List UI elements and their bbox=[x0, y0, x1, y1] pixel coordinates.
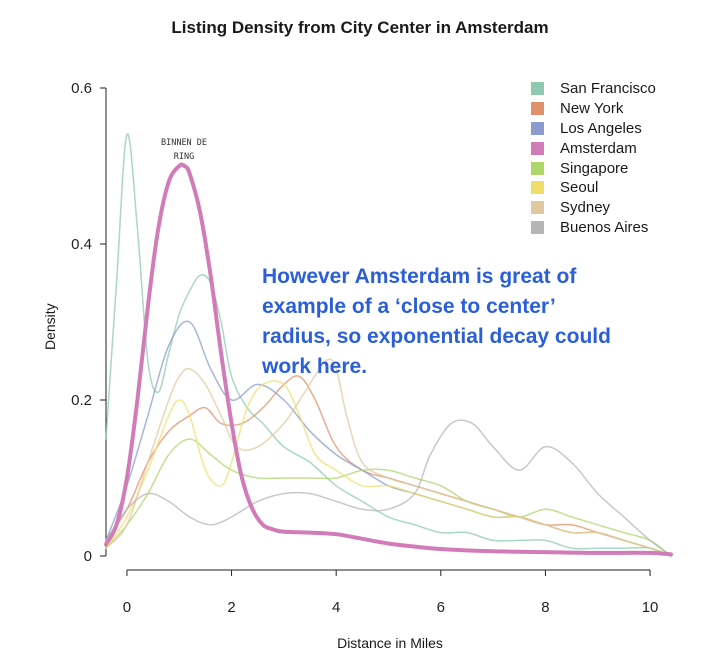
annotation-text: However Amsterdam is great of example of… bbox=[262, 265, 611, 378]
legend-label: Amsterdam bbox=[560, 139, 637, 157]
y-tick-label: 0.2 bbox=[71, 392, 92, 409]
legend-item-amsterdam: Amsterdam bbox=[531, 138, 656, 158]
legend: San Francisco New York Los Angeles Amsterda… bbox=[531, 79, 656, 237]
legend-label: Buenos Aires bbox=[560, 218, 649, 236]
chart-title: Listing Density from City Center in Amst… bbox=[171, 18, 549, 37]
x-tick-label: 4 bbox=[332, 599, 340, 616]
x-tick-label: 2 bbox=[227, 599, 235, 616]
legend-label: Los Angeles bbox=[560, 119, 642, 137]
legend-item-seoul: Seoul bbox=[531, 178, 656, 198]
legend-item-singapore: Singapore bbox=[531, 158, 656, 178]
y-tick-label: 0 bbox=[84, 548, 92, 565]
peak-annotation: BINNEN DE RING bbox=[160, 138, 208, 162]
series-lines bbox=[104, 133, 673, 557]
legend-swatch bbox=[531, 181, 544, 195]
y-tick-label: 0.6 bbox=[71, 80, 92, 97]
legend-item-new-york: New York bbox=[531, 99, 656, 119]
x-tick-label: 8 bbox=[541, 599, 549, 616]
legend-swatch bbox=[531, 141, 544, 155]
y-axis-label: Density bbox=[42, 303, 58, 350]
series-line-sydney bbox=[105, 358, 672, 557]
legend-swatch bbox=[531, 161, 544, 175]
legend-swatch bbox=[531, 82, 544, 96]
x-tick-label: 6 bbox=[437, 599, 445, 616]
legend-swatch bbox=[531, 201, 544, 215]
series-line-new-york bbox=[105, 375, 672, 557]
legend-swatch bbox=[531, 220, 544, 234]
axes: 0 0.2 0.4 0.6 0 2 4 6 8 10 bbox=[71, 80, 658, 616]
series-line-singapore bbox=[105, 438, 672, 557]
legend-item-san-francisco: San Francisco bbox=[531, 79, 656, 99]
legend-item-sydney: Sydney bbox=[531, 198, 656, 218]
series-line-amsterdam bbox=[104, 162, 673, 557]
x-axis-label: Distance in Miles bbox=[337, 635, 443, 651]
legend-label: New York bbox=[560, 100, 624, 118]
x-tick-label: 0 bbox=[123, 599, 131, 616]
series-line-seoul bbox=[105, 380, 672, 557]
legend-swatch bbox=[531, 102, 544, 116]
legend-label: Sydney bbox=[560, 199, 611, 217]
legend-label: San Francisco bbox=[560, 80, 656, 98]
legend-label: Singapore bbox=[560, 159, 629, 177]
x-tick-label: 10 bbox=[642, 599, 659, 616]
series-line-buenos-aires bbox=[105, 419, 672, 557]
y-tick-label: 0.4 bbox=[71, 236, 92, 253]
legend-swatch bbox=[531, 121, 544, 135]
legend-item-los-angeles: Los Angeles bbox=[531, 119, 656, 139]
legend-item-buenos-aires: Buenos Aires bbox=[531, 218, 656, 238]
legend-label: Seoul bbox=[560, 179, 599, 197]
